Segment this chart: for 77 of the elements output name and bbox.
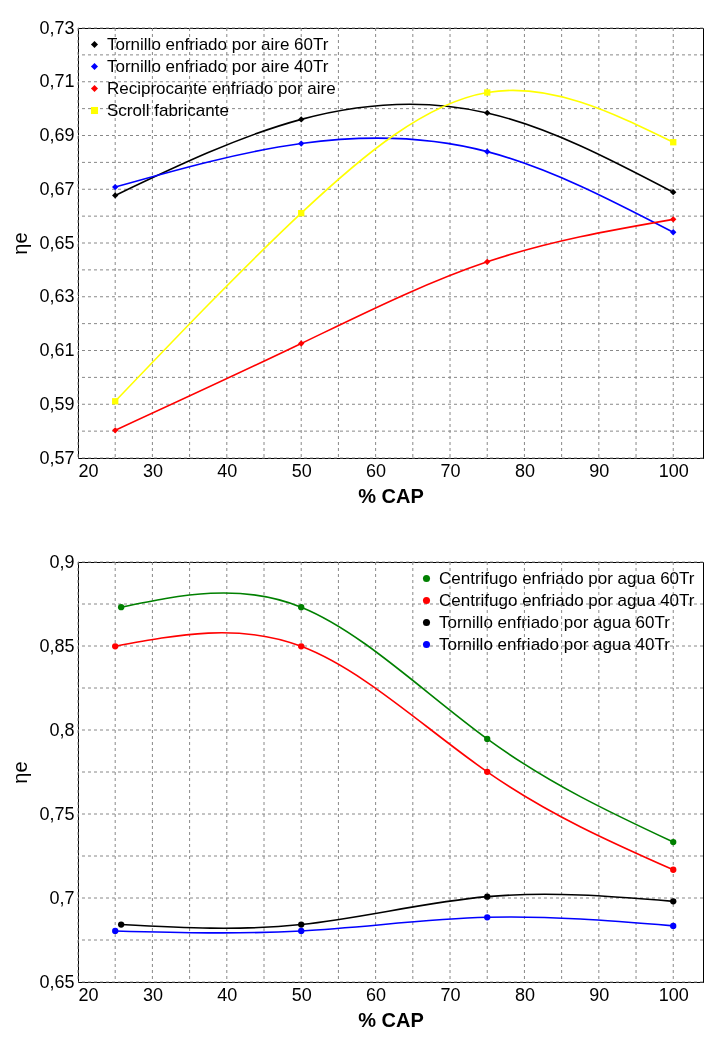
point <box>298 643 305 650</box>
point <box>484 768 491 775</box>
point <box>484 258 491 265</box>
legend-label: Scroll fabricante <box>107 100 229 120</box>
y-tick-label: 0,8 <box>49 719 75 740</box>
point <box>484 89 491 96</box>
y-tick-label: 0,85 <box>39 635 75 656</box>
x-tick-label: 90 <box>589 984 610 1005</box>
point <box>670 838 677 846</box>
x-tick-label: 20 <box>78 984 99 1005</box>
y-tick-label: 0,59 <box>39 393 75 414</box>
x-tick-label: 60 <box>366 984 387 1005</box>
legend-label: Centrifugo enfriado por agua 40Tr <box>439 590 695 610</box>
point <box>298 116 305 123</box>
point <box>484 893 491 900</box>
x-tick-label: 70 <box>440 984 461 1005</box>
point <box>670 866 677 873</box>
x-tick-label: 70 <box>440 460 461 481</box>
y-tick-label: 0,63 <box>39 286 75 307</box>
point <box>670 898 677 905</box>
x-tick-label: 90 <box>589 460 610 481</box>
x-tick-label: 50 <box>291 984 312 1005</box>
y-tick-label: 0,61 <box>39 340 75 360</box>
point <box>298 927 305 935</box>
x-tick-label: 40 <box>217 460 238 481</box>
point <box>298 340 305 347</box>
y-tick-label: 0,65 <box>39 971 75 992</box>
point <box>117 921 125 928</box>
x-tick-label: 100 <box>658 460 689 481</box>
x-tick-label: 50 <box>291 460 312 481</box>
y-tick-label: 0,7 <box>49 887 75 908</box>
x-tick-label: 40 <box>217 984 238 1005</box>
point <box>484 109 491 117</box>
point <box>112 427 119 434</box>
x-tick-label: 60 <box>366 460 387 481</box>
point <box>670 229 677 236</box>
y-axis-title: ηe <box>9 761 32 784</box>
legend-label: Reciprocante enfriado por aire <box>107 78 336 98</box>
y-tick-label: 0,73 <box>39 17 75 38</box>
legend-label: Tornillo enfriado por aire 60Tr <box>107 34 329 54</box>
legend-label: Tornillo enfriado por aire 40Tr <box>107 56 329 76</box>
x-tick-label: 80 <box>514 460 535 481</box>
point <box>670 139 677 146</box>
y-tick-label: 0,69 <box>39 125 75 145</box>
point <box>484 914 491 921</box>
x-tick-label: 30 <box>142 984 163 1005</box>
point <box>298 140 305 147</box>
point <box>112 643 119 650</box>
legend-label: Centrifugo enfriado por agua 60Tr <box>439 568 695 588</box>
x-axis-title: % CAP <box>358 1008 424 1031</box>
point <box>298 921 305 928</box>
point <box>298 210 305 217</box>
point <box>670 216 677 223</box>
y-tick-label: 0,75 <box>39 803 75 824</box>
x-axis-title: % CAP <box>358 484 424 507</box>
legend-label: Tornillo enfriado por agua 40Tr <box>439 634 671 654</box>
point <box>484 148 491 155</box>
x-tick-label: 80 <box>514 984 535 1005</box>
point <box>112 183 119 191</box>
x-tick-label: 20 <box>78 460 99 481</box>
legend-label: Tornillo enfriado por agua 60Tr <box>439 612 671 632</box>
x-tick-label: 30 <box>142 460 163 481</box>
point <box>112 398 119 405</box>
y-tick-label: 0,67 <box>39 178 75 199</box>
y-tick-label: 0,71 <box>39 71 75 92</box>
point <box>484 735 491 743</box>
y-axis-title: ηe <box>9 232 32 255</box>
point <box>670 922 677 930</box>
point <box>298 604 305 611</box>
y-tick-label: 0,9 <box>49 551 75 572</box>
point <box>670 189 677 196</box>
point <box>112 192 119 199</box>
y-tick-label: 0,57 <box>39 447 75 468</box>
y-tick-label: 0,65 <box>39 232 75 253</box>
point <box>117 604 125 611</box>
point <box>112 927 119 935</box>
x-tick-label: 100 <box>658 984 689 1005</box>
